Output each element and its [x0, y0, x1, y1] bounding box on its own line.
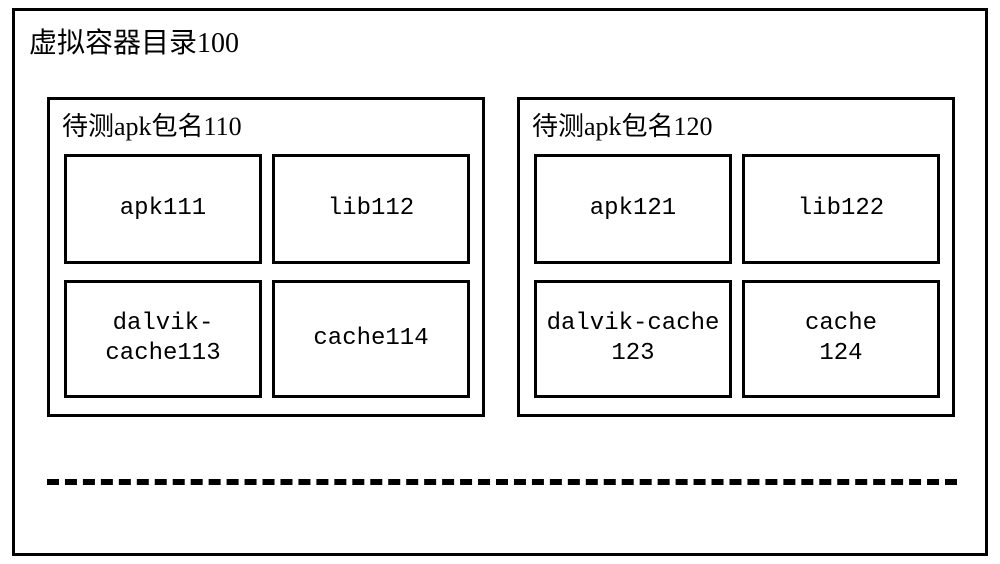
cell-cache: cache114 [272, 280, 470, 398]
package-box-110: 待测apk包名110 apk111 lib112 dalvik-cache113… [47, 97, 485, 417]
cell-dalvik-cache: dalvik-cache123 [534, 280, 732, 398]
cell-apk: apk121 [534, 154, 732, 264]
cell-dalvik-cache: dalvik-cache113 [64, 280, 262, 398]
cell-apk: apk111 [64, 154, 262, 264]
package-title: 待测apk包名120 [532, 106, 713, 143]
outer-title: 虚拟容器目录100 [29, 21, 239, 61]
package-box-120: 待测apk包名120 apk121 lib122 dalvik-cache123… [517, 97, 955, 417]
virtual-container-directory: 虚拟容器目录100 待测apk包名110 apk111 lib112 dalvi… [12, 8, 988, 556]
continuation-indicator [47, 479, 957, 485]
cell-cache: cache124 [742, 280, 940, 398]
cell-lib: lib122 [742, 154, 940, 264]
cell-lib: lib112 [272, 154, 470, 264]
package-title: 待测apk包名110 [62, 106, 242, 143]
